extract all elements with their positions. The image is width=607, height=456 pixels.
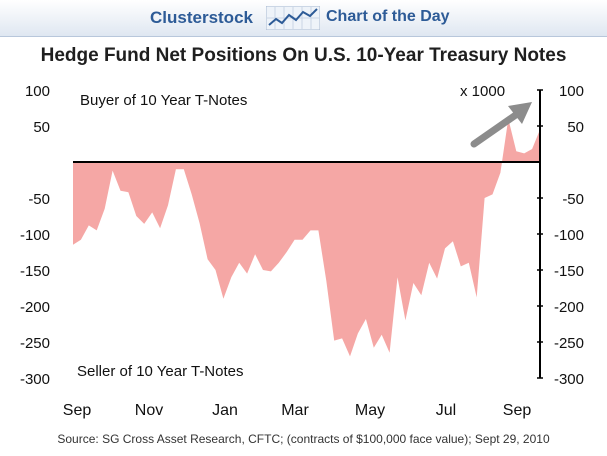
right-y-tick-label: 100 (559, 83, 584, 100)
units-note: x 1000 (460, 83, 505, 100)
x-tick-label: Jul (436, 402, 456, 419)
chart-of-the-day-label: Chart of the Day (326, 8, 450, 25)
x-tick-label: Mar (281, 402, 309, 419)
net-position-area (73, 118, 540, 357)
left-y-tick-label: -200 (20, 299, 50, 316)
buyer-annotation: Buyer of 10 Year T-Notes (80, 92, 247, 109)
x-tick-label: Sep (503, 402, 532, 419)
x-tick-label: May (355, 402, 385, 419)
brand-name: Clusterstock (150, 8, 253, 27)
x-tick-label: Sep (63, 402, 92, 419)
left-y-tick-label: 100 (25, 83, 50, 100)
left-y-tick-label: -100 (20, 227, 50, 244)
x-tick-label: Nov (135, 402, 163, 419)
trend-arrow-head (508, 102, 532, 124)
seller-annotation: Seller of 10 Year T-Notes (77, 363, 244, 380)
right-y-tick-label: -50 (562, 191, 584, 208)
right-y-tick-label: -200 (554, 299, 584, 316)
right-y-tick-label: -150 (554, 263, 584, 280)
chart-area: 100 50 -50 -100 -150 -200 -250 -300 100 50 -50 -100… (20, 83, 584, 419)
right-y-tick-label: -100 (554, 227, 584, 244)
trend-arrow-shaft (470, 108, 524, 148)
x-tick-label: Jan (212, 402, 238, 419)
source-note: Source: SG Cross Asset Research, CFTC; (… (57, 432, 550, 446)
right-y-tick-label: 50 (567, 119, 584, 136)
left-y-tick-label: -150 (20, 263, 50, 280)
chart-title: Hedge Fund Net Positions On U.S. 10-Year… (40, 45, 567, 66)
right-y-tick-label: -300 (554, 371, 584, 388)
trend-line-icon (265, 5, 321, 35)
left-y-tick-label: -250 (20, 335, 50, 352)
left-y-tick-label: 50 (33, 119, 50, 136)
left-y-tick-label: -300 (20, 371, 50, 388)
right-y-tick-label: -250 (554, 335, 584, 352)
header-banner: Clusterstock Chart of the Day (0, 0, 607, 37)
left-y-tick-label: -50 (28, 191, 50, 208)
